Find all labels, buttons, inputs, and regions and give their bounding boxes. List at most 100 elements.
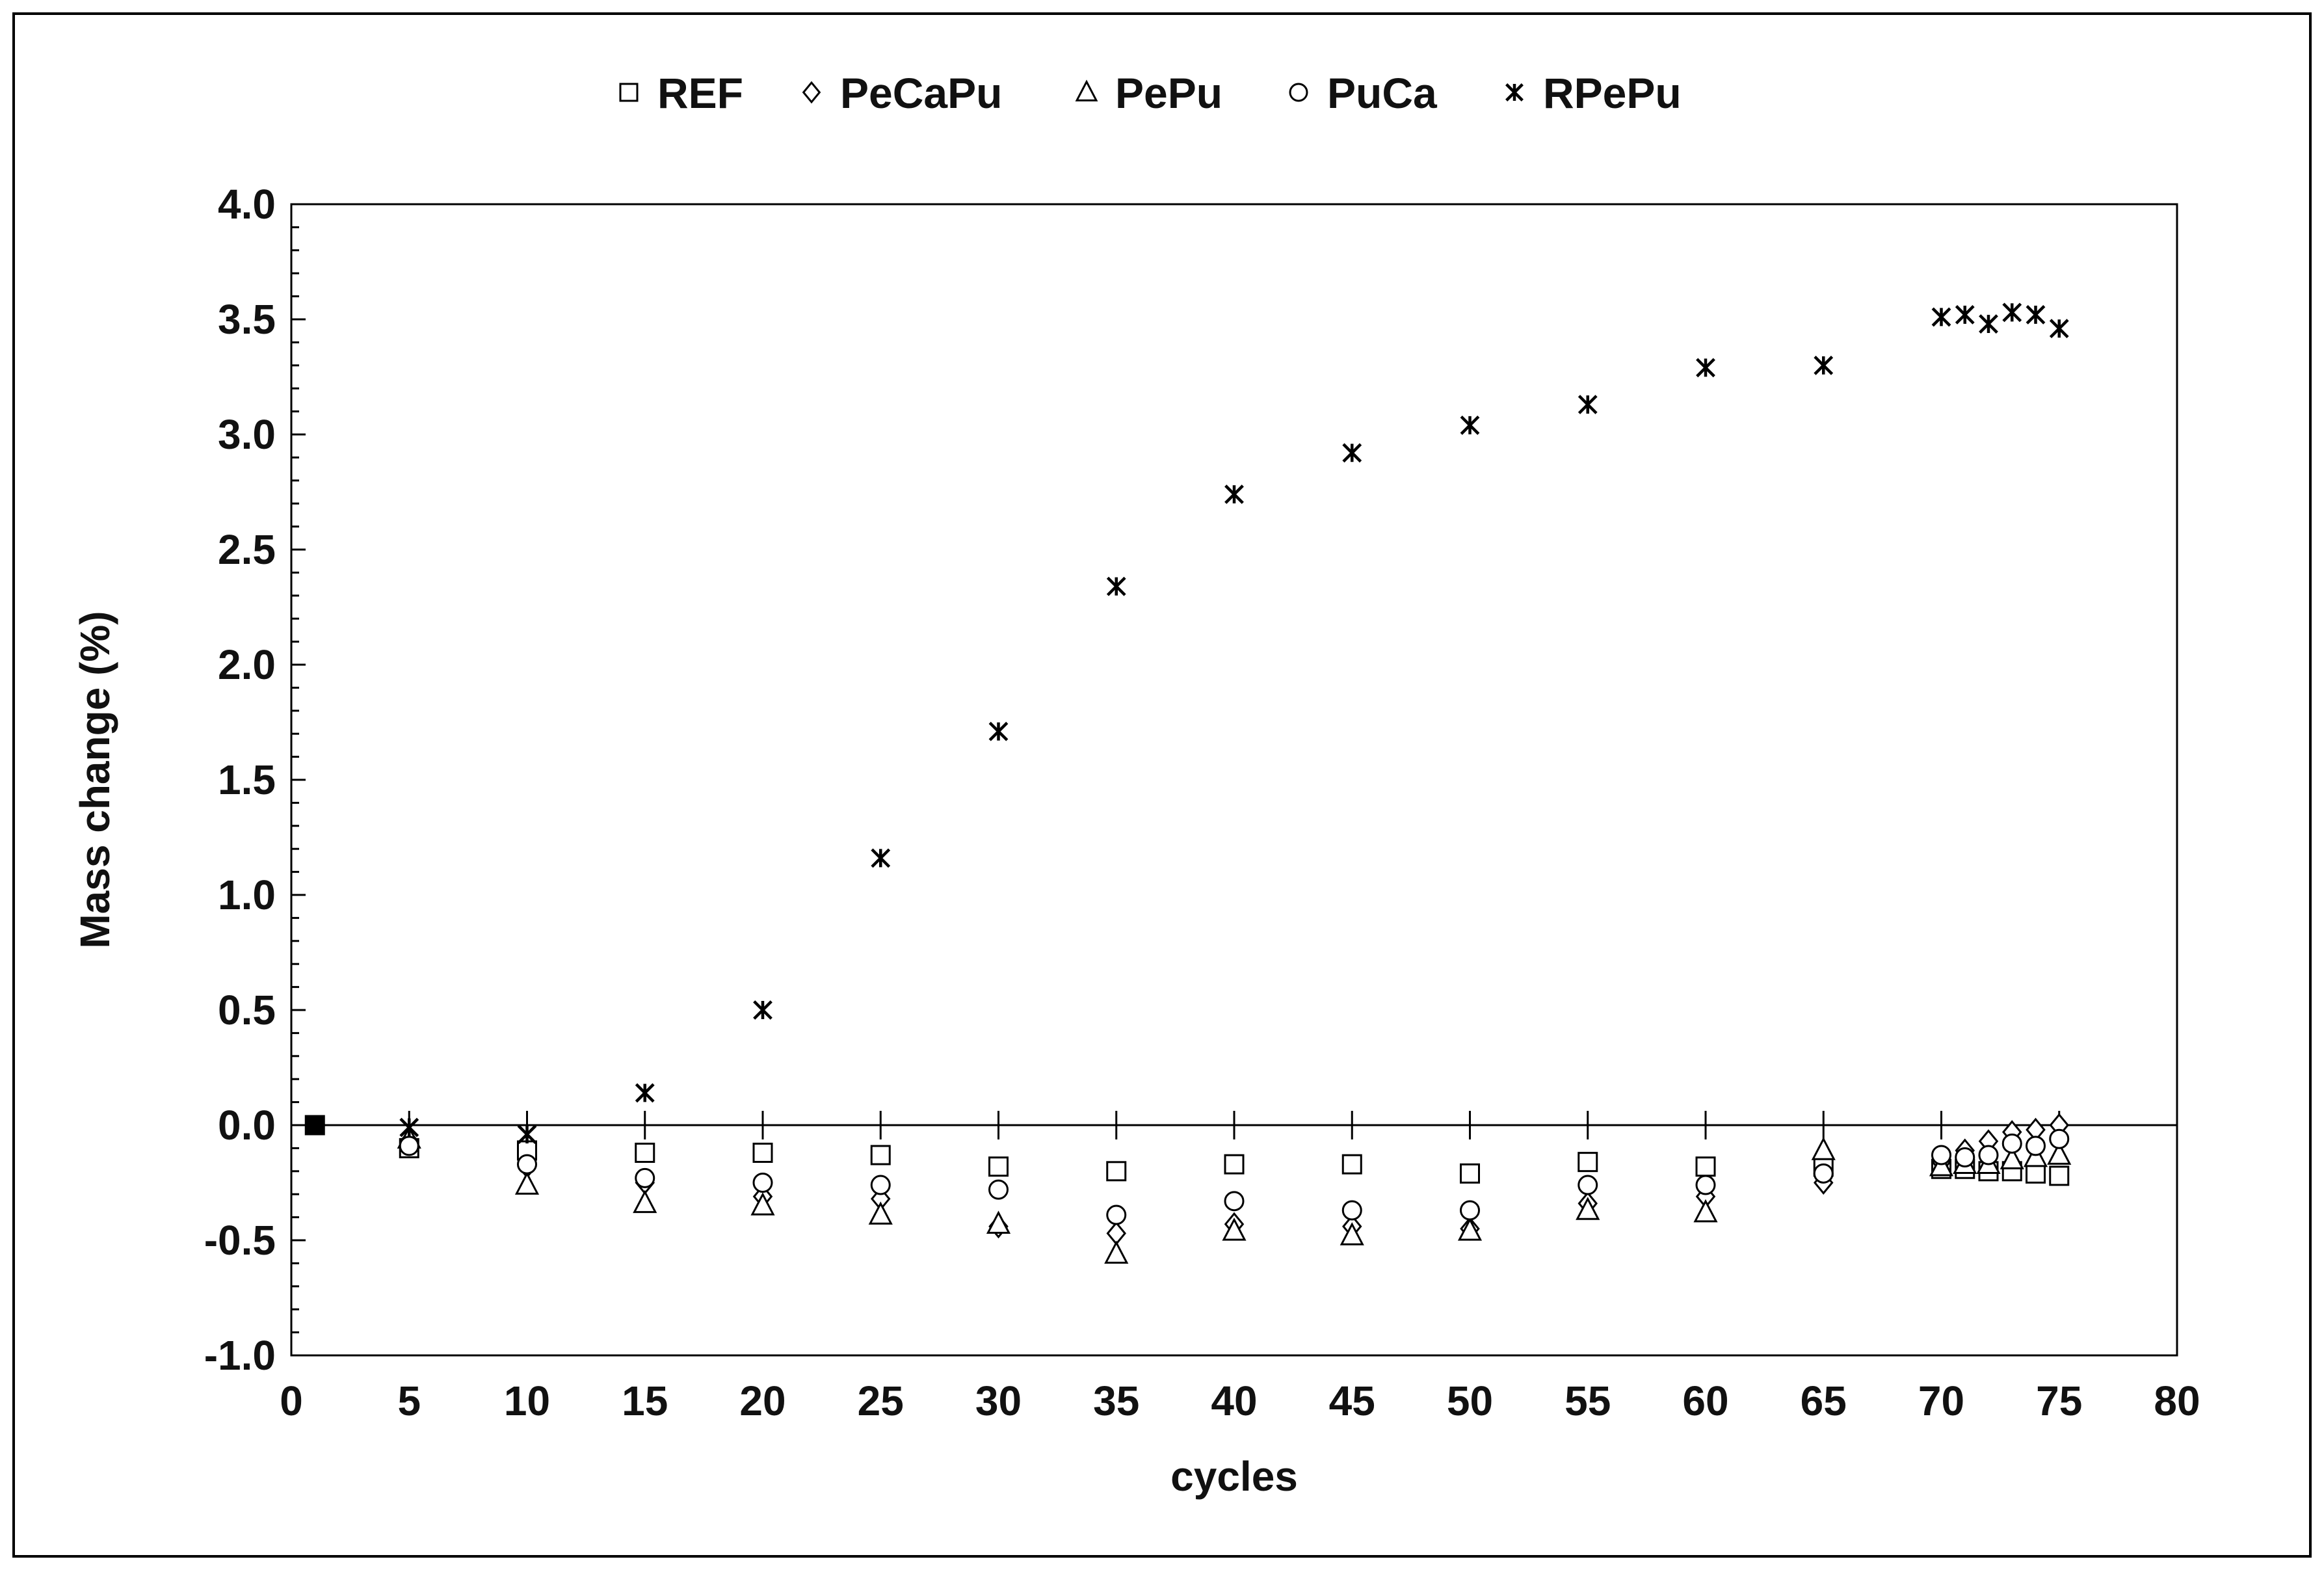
y-tick-label: 4.0 [218, 181, 276, 228]
data-point [1978, 1145, 1999, 1165]
x-tick-label: 70 [1918, 1377, 1964, 1424]
data-point [514, 1171, 540, 1195]
data-point [2049, 1165, 2070, 1186]
legend-label: PeCaPu [840, 69, 1002, 117]
data-point [2000, 1146, 2024, 1169]
legend-entry: PuCa [1289, 69, 1438, 117]
data-point [2026, 305, 2046, 325]
data-point [1342, 443, 1362, 463]
series-ref [399, 1138, 2070, 1186]
y-tick-label: -0.5 [204, 1217, 276, 1264]
y-tick-label: 0.5 [218, 987, 276, 1033]
data-point [635, 1142, 655, 1163]
x-tick-label: 25 [858, 1377, 904, 1424]
legend-marker [1075, 79, 1098, 101]
data-point [1341, 1154, 1362, 1175]
data-point [2026, 1136, 2046, 1156]
x-tick-label: 45 [1329, 1377, 1375, 1424]
data-point [1578, 395, 1598, 414]
data-point [1224, 485, 1244, 504]
legend-label: RPePu [1543, 69, 1682, 117]
data-point [750, 1192, 775, 1216]
legend-entry: PePu [1075, 69, 1222, 117]
data-point [1222, 1217, 1247, 1241]
data-point [1341, 1200, 1362, 1221]
x-tick-label: 35 [1093, 1377, 1139, 1424]
legend-entry: PeCaPu [802, 69, 1002, 117]
data-point [2049, 1128, 2070, 1149]
y-tick-label: 1.0 [218, 871, 276, 918]
x-tick-label: 20 [739, 1377, 786, 1424]
data-point [1106, 576, 1126, 596]
data-point [304, 1115, 325, 1136]
data-point [1578, 1152, 1598, 1173]
data-point [517, 1124, 537, 1145]
legend-marker [802, 81, 821, 104]
legend-entry: RPePu [1505, 69, 1682, 117]
data-point [2023, 1143, 2048, 1167]
data-point [635, 1167, 655, 1188]
x-tick-label: 30 [975, 1377, 1022, 1424]
y-tick-label: 1.5 [218, 756, 276, 803]
data-point [1979, 314, 1998, 334]
data-point [870, 1175, 891, 1195]
data-point [517, 1154, 537, 1175]
chart-frame [12, 12, 2312, 1558]
x-axis: 0 5 10 15 20 25 30 35 40 45 50 55 60 65 70 75 80 [280, 1111, 2200, 1424]
legend-label: PePu [1115, 69, 1222, 117]
x-tick-label: 75 [2036, 1377, 2082, 1424]
data-point [1576, 1197, 1600, 1220]
data-point [635, 1083, 655, 1103]
data-point [986, 1210, 1011, 1234]
data-point [399, 1117, 419, 1138]
data-point [1104, 1240, 1129, 1264]
data-point [752, 1173, 773, 1193]
data-point [1931, 1145, 1951, 1165]
y-axis-title: Mass change (%) [72, 611, 118, 948]
data-point [2002, 302, 2022, 323]
data-point [1929, 1152, 1954, 1177]
data-point [1578, 1175, 1598, 1195]
y-tick-label: -1.0 [204, 1332, 276, 1379]
y-tick-label: 2.5 [218, 526, 276, 573]
data-point [1955, 305, 1975, 325]
data-point [1106, 1161, 1127, 1182]
data-point [871, 848, 891, 868]
x-tick-label: 5 [397, 1377, 421, 1424]
legend-label: PuCa [1327, 69, 1438, 117]
data-point [1224, 1191, 1245, 1212]
data-point [988, 1156, 1009, 1177]
x-tick-label: 10 [504, 1377, 550, 1424]
series-rpepu [399, 302, 2069, 1145]
legend-marker [1289, 83, 1308, 102]
data-point [1955, 1147, 1975, 1168]
data-point [2047, 1141, 2072, 1165]
data-point [868, 1201, 893, 1225]
x-tick-label: 65 [1801, 1377, 1847, 1424]
legend-label: REF [657, 69, 743, 117]
data-point [753, 1000, 772, 1020]
data-point [1460, 415, 1480, 435]
data-point [2049, 319, 2069, 339]
data-point [1811, 1137, 1836, 1160]
y-tick-label: 3.5 [218, 296, 276, 343]
x-tick-label: 55 [1565, 1377, 1611, 1424]
data-point [1224, 1154, 1245, 1175]
data-point [1695, 1175, 1716, 1195]
y-tick-label: 3.0 [218, 411, 276, 458]
data-point [988, 721, 1009, 741]
legend: REF PeCaPu PePu PuCa RPePu [619, 69, 1682, 117]
data-point [1340, 1222, 1364, 1245]
x-tick-label: 15 [622, 1377, 668, 1424]
x-axis-title: cycles [1170, 1453, 1298, 1500]
data-point [1931, 307, 1951, 327]
x-tick-label: 50 [1447, 1377, 1493, 1424]
data-point [633, 1190, 657, 1214]
legend-marker [619, 83, 639, 102]
y-tick-label: 2.0 [218, 641, 276, 688]
x-tick-label: 80 [2154, 1377, 2200, 1424]
data-point [870, 1145, 891, 1165]
series-puca [399, 1128, 2070, 1225]
data-point [1693, 1199, 1718, 1223]
